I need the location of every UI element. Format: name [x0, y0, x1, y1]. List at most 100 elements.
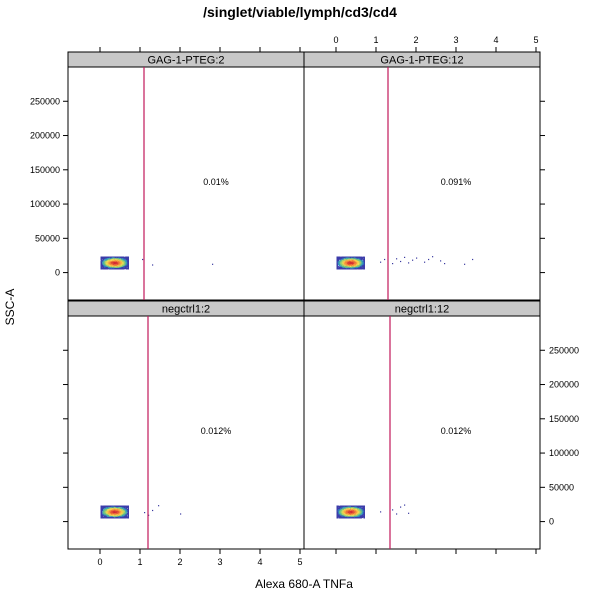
cluster-event — [353, 257, 355, 260]
cluster-event — [118, 516, 120, 518]
cluster-event — [352, 267, 354, 269]
cluster-event — [103, 264, 105, 267]
cluster-event — [112, 263, 115, 265]
cluster-event — [341, 265, 343, 267]
cluster-event — [108, 512, 110, 514]
cluster-event — [101, 260, 103, 263]
cluster-event — [109, 510, 112, 513]
cluster-event — [346, 257, 348, 259]
cluster-event — [124, 506, 126, 508]
cluster-event — [106, 515, 108, 518]
cluster-event — [106, 512, 108, 514]
cluster-event — [111, 263, 113, 266]
cluster-event — [107, 265, 109, 267]
cluster-event — [344, 259, 346, 261]
cluster-event — [121, 511, 123, 513]
x-axis-title: Alexa 680-A TNFa — [255, 577, 353, 591]
cluster-event — [126, 263, 128, 266]
cluster-event — [362, 506, 364, 509]
cluster-event — [124, 263, 127, 265]
cluster-event — [100, 260, 102, 262]
cluster-event — [123, 263, 126, 265]
cluster-event — [102, 263, 104, 265]
cluster-event — [101, 508, 103, 510]
cluster-event — [362, 265, 364, 268]
cluster-event — [104, 513, 106, 516]
cluster-event — [101, 256, 103, 258]
cluster-event — [119, 515, 121, 517]
cluster-event — [100, 263, 102, 265]
cluster-event — [106, 509, 109, 511]
cluster-event — [336, 258, 338, 261]
cluster-event — [120, 256, 123, 259]
cluster-event — [124, 265, 127, 268]
cluster-event — [112, 508, 114, 511]
cluster-event — [107, 509, 110, 511]
cluster-event — [120, 508, 123, 510]
gate-percent-gag-1-pteg-12: 0.091% — [441, 177, 472, 187]
cluster-event — [127, 265, 129, 267]
cluster-event — [101, 517, 104, 519]
cluster-event — [120, 505, 123, 508]
panel-gag-1-pteg-12 — [303, 66, 541, 301]
cluster-event — [358, 266, 360, 268]
cluster-event — [113, 517, 116, 519]
cluster-event — [126, 509, 128, 512]
cluster-event — [122, 264, 124, 266]
outlier-event — [464, 263, 466, 265]
cluster-event — [109, 265, 111, 267]
cluster-event — [353, 256, 355, 259]
cluster-event — [115, 511, 117, 514]
cluster-event — [363, 267, 365, 269]
outlier-event — [152, 509, 154, 512]
cluster-event — [344, 256, 346, 258]
cluster-event — [363, 259, 365, 261]
cluster-event — [104, 517, 106, 519]
cluster-event — [110, 265, 112, 267]
cluster-event — [349, 258, 352, 260]
cluster-event — [115, 258, 117, 261]
cluster-event — [104, 506, 106, 508]
cluster-event — [119, 263, 121, 265]
cluster-event — [362, 515, 364, 518]
cluster-event — [109, 268, 111, 270]
outlier-event — [142, 258, 144, 261]
cluster-event — [107, 507, 110, 509]
outlier-event — [404, 256, 406, 258]
cluster-event — [358, 259, 360, 261]
cluster-event — [339, 257, 342, 259]
cluster-event — [104, 509, 106, 511]
cluster-event — [120, 268, 123, 270]
cluster-event — [125, 507, 127, 509]
cluster-event — [118, 268, 120, 270]
cluster-event — [112, 514, 115, 517]
cluster-event — [117, 264, 119, 267]
cluster-event — [125, 264, 127, 267]
cluster-event — [110, 267, 112, 269]
cluster-event — [341, 266, 344, 269]
cluster-event — [338, 512, 340, 514]
cluster-event — [122, 262, 124, 264]
cluster-event — [355, 256, 357, 258]
cluster-event — [340, 262, 342, 265]
cluster-event — [116, 517, 119, 519]
cluster-event — [110, 260, 112, 262]
cluster-event — [116, 259, 118, 261]
cluster-event — [340, 267, 342, 269]
cluster-event — [104, 262, 107, 265]
cluster-event — [124, 515, 126, 517]
cluster-event — [125, 261, 127, 263]
cluster-event — [117, 259, 120, 261]
cluster-event — [121, 514, 123, 516]
cluster-event — [344, 512, 346, 515]
cluster-event — [104, 263, 106, 265]
cluster-event — [104, 515, 106, 517]
outlier-event — [380, 261, 382, 263]
cluster-event — [116, 265, 118, 267]
cluster-event — [100, 265, 102, 268]
cluster-event — [126, 266, 128, 268]
cluster-event — [340, 265, 342, 267]
cluster-event — [105, 508, 107, 511]
cluster-event — [361, 256, 363, 259]
outlier-event — [148, 514, 150, 516]
